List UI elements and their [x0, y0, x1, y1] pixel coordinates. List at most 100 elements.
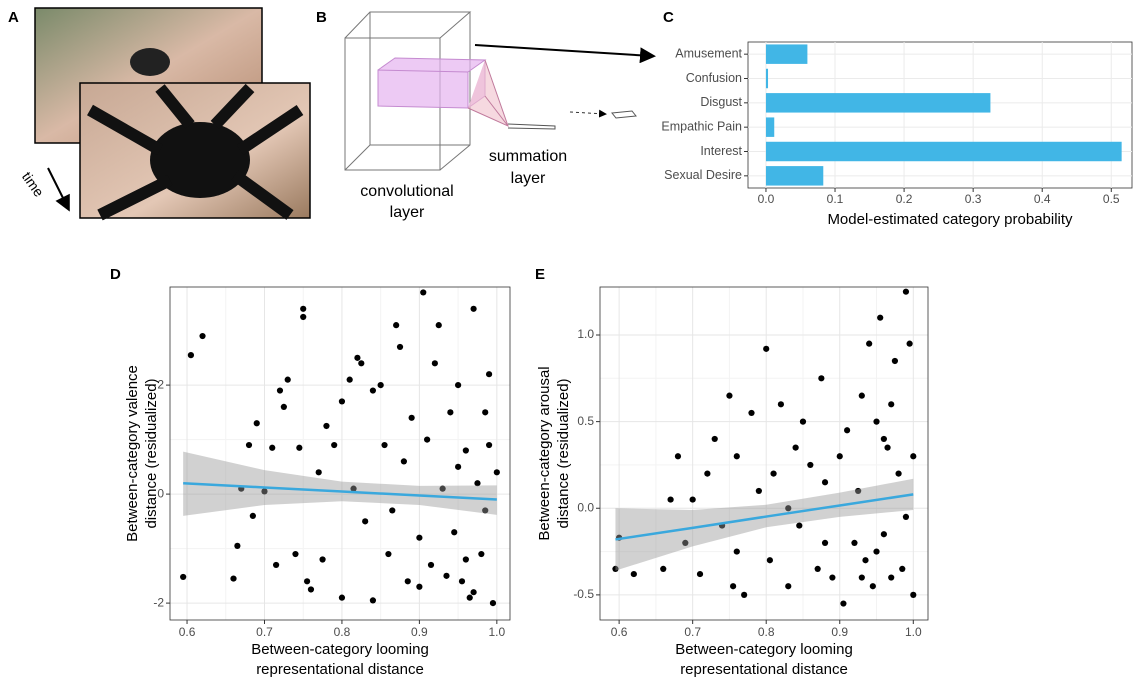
summation-label: summation — [489, 148, 567, 165]
x-tick-label: 1.0 — [488, 625, 505, 639]
y-tick-label: -2 — [153, 595, 164, 609]
point — [432, 360, 438, 366]
point — [308, 586, 314, 592]
y-tick-label: Disgust — [700, 95, 742, 109]
point — [455, 382, 461, 388]
y-tick-label: -0.5 — [573, 587, 594, 601]
point — [370, 387, 376, 393]
point — [888, 574, 894, 580]
point — [793, 445, 799, 451]
point — [675, 453, 681, 459]
point — [339, 595, 345, 601]
panel-a: A time — [8, 8, 310, 218]
point — [712, 436, 718, 442]
point — [741, 592, 747, 598]
point — [358, 360, 364, 366]
point — [822, 479, 828, 485]
y-tick-label: Confusion — [686, 71, 742, 85]
x-tick-label: 0.6 — [611, 625, 628, 639]
y-tick-label: Amusement — [675, 46, 742, 60]
point — [697, 571, 703, 577]
point — [269, 445, 275, 451]
point — [770, 470, 776, 476]
point — [837, 453, 843, 459]
point — [884, 445, 890, 451]
point — [807, 462, 813, 468]
point — [199, 333, 205, 339]
point — [370, 597, 376, 603]
point — [778, 401, 784, 407]
point — [428, 562, 434, 568]
plot-background — [170, 287, 510, 620]
point — [354, 355, 360, 361]
point — [470, 589, 476, 595]
conv-label: layer — [390, 204, 425, 221]
point — [660, 566, 666, 572]
x-tick-label: 0.7 — [256, 625, 273, 639]
point — [339, 398, 345, 404]
point — [296, 445, 302, 451]
point — [401, 458, 407, 464]
x-tick-label: 0.6 — [179, 625, 196, 639]
point — [859, 393, 865, 399]
point — [331, 442, 337, 448]
point — [734, 453, 740, 459]
point — [881, 531, 887, 537]
y-tick-label: Empathic Pain — [661, 119, 742, 133]
point — [378, 382, 384, 388]
point — [815, 566, 821, 572]
point — [281, 404, 287, 410]
x-axis-title: representational distance — [256, 661, 424, 678]
point — [800, 419, 806, 425]
panel-label: E — [535, 266, 545, 283]
point — [486, 442, 492, 448]
point — [730, 583, 736, 589]
output-plate — [612, 111, 636, 118]
point — [767, 557, 773, 563]
point — [250, 513, 256, 519]
point — [726, 393, 732, 399]
summation-label: layer — [511, 170, 546, 187]
conv-label: convolutional — [360, 183, 453, 200]
y-axis-title: Between-category arousal — [536, 366, 553, 540]
point — [436, 322, 442, 328]
y-tick-label: 0.0 — [577, 500, 594, 514]
y-tick-label: 1.0 — [577, 327, 594, 341]
x-tick-label: 0.0 — [758, 192, 775, 206]
point — [734, 548, 740, 554]
bar — [766, 44, 807, 63]
point — [478, 551, 484, 557]
point — [818, 375, 824, 381]
x-tick-label: 0.9 — [831, 625, 848, 639]
pointer-arrow — [475, 45, 652, 56]
point — [234, 543, 240, 549]
point — [862, 557, 868, 563]
point — [631, 571, 637, 577]
point — [903, 514, 909, 520]
point — [416, 535, 422, 541]
point — [381, 442, 387, 448]
point — [188, 352, 194, 358]
point — [704, 470, 710, 476]
x-tick-label: 0.9 — [411, 625, 428, 639]
x-axis-title: Between-category looming — [251, 641, 429, 658]
point — [474, 480, 480, 486]
point — [866, 341, 872, 347]
point — [785, 583, 791, 589]
bar — [766, 117, 774, 136]
summation-rod — [508, 124, 555, 129]
x-tick-label: 0.2 — [896, 192, 913, 206]
point — [822, 540, 828, 546]
point — [844, 427, 850, 433]
point — [690, 496, 696, 502]
y-tick-label: Sexual Desire — [664, 168, 742, 182]
point — [859, 574, 865, 580]
panel-label: C — [663, 9, 674, 26]
point — [470, 306, 476, 312]
point — [877, 315, 883, 321]
x-tick-label: 0.4 — [1034, 192, 1051, 206]
x-tick-label: 0.1 — [827, 192, 844, 206]
time-label: time — [19, 169, 47, 200]
point — [463, 447, 469, 453]
